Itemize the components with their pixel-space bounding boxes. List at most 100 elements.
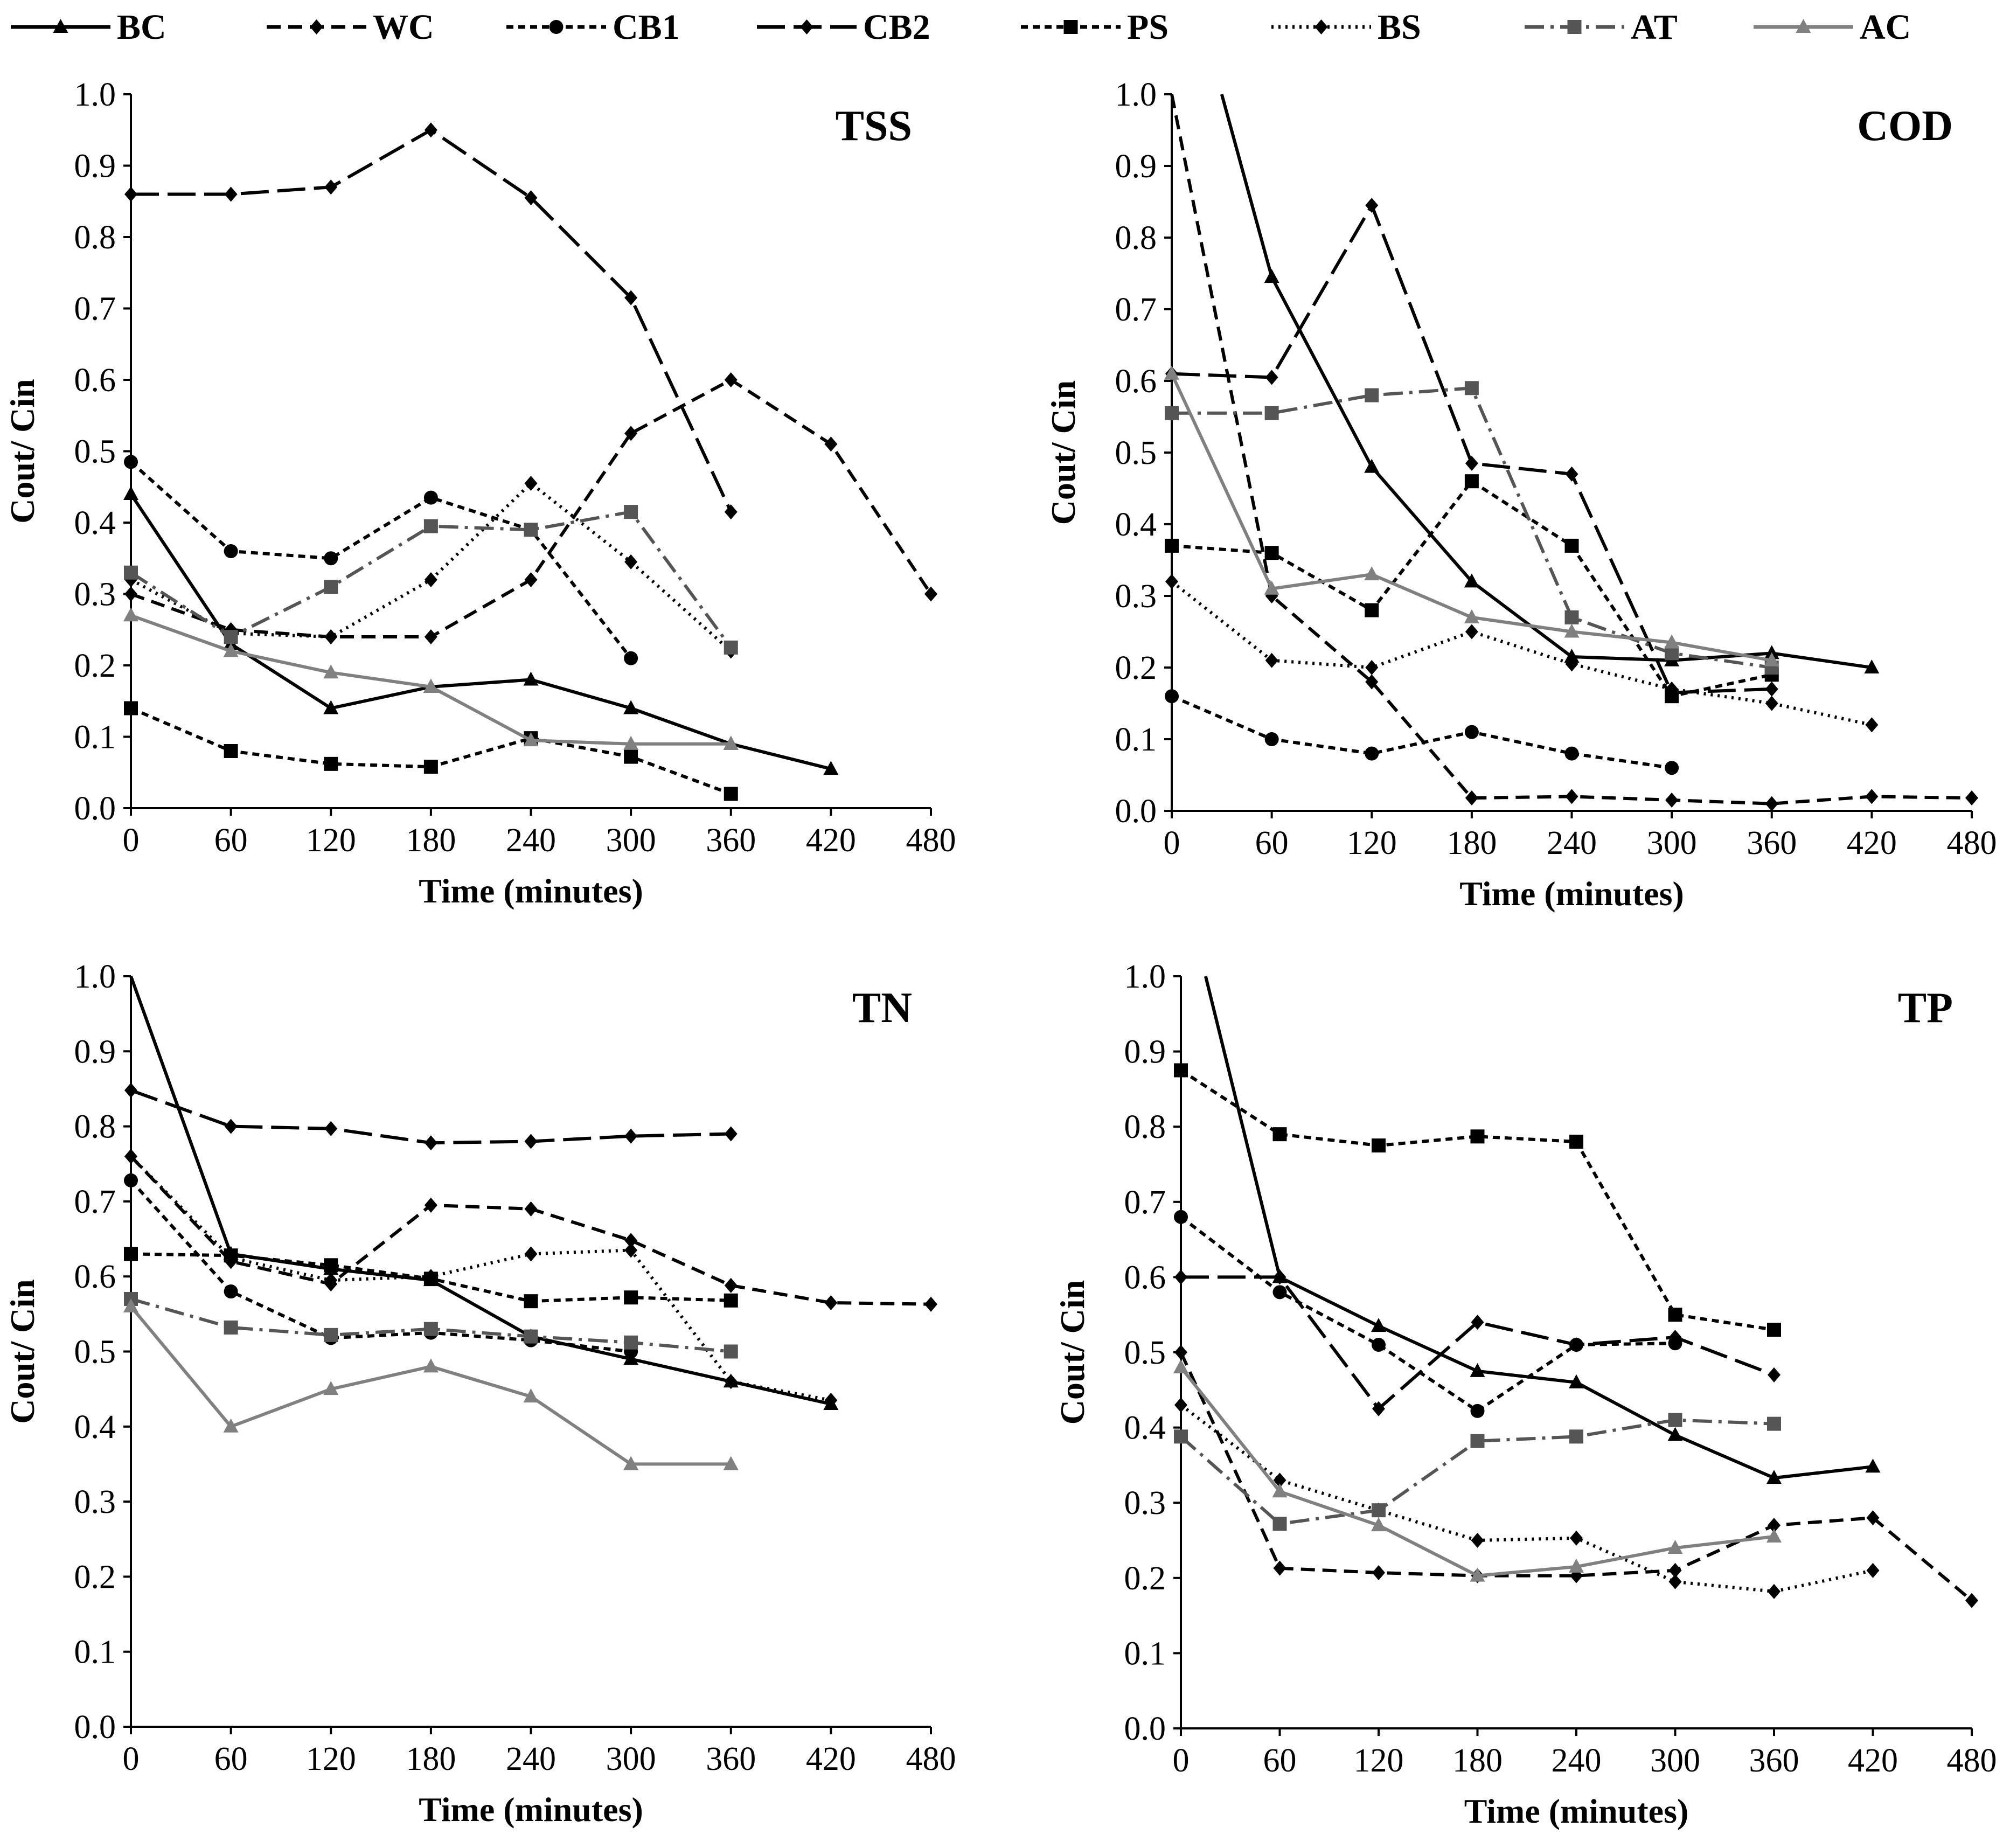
x-tick-label: 120 bbox=[306, 1741, 356, 1777]
plot-area bbox=[1173, 976, 1978, 1608]
legend-marker-wc bbox=[310, 19, 323, 34]
x-axis-label: Time (minutes) bbox=[1459, 874, 1684, 913]
y-tick-label: 0.1 bbox=[1124, 1635, 1166, 1672]
data-point-wc bbox=[424, 1197, 437, 1213]
x-tick-label: 0 bbox=[1173, 1742, 1190, 1779]
data-point-bs bbox=[1365, 660, 1379, 675]
y-tick-label: 0.2 bbox=[74, 1559, 116, 1595]
data-point-ac bbox=[1470, 1567, 1485, 1582]
data-point-ac bbox=[523, 732, 539, 747]
data-point-ac bbox=[1564, 623, 1580, 638]
data-point-wc bbox=[924, 586, 937, 602]
x-tick-label: 240 bbox=[1552, 1742, 1602, 1779]
legend-marker-ac bbox=[1796, 19, 1811, 33]
data-point-wc bbox=[1565, 789, 1578, 804]
data-point-ac bbox=[1272, 1483, 1288, 1498]
data-point-at bbox=[1264, 406, 1279, 420]
series-at bbox=[1174, 1413, 1781, 1531]
legend-label-ps: PS bbox=[1127, 8, 1169, 47]
y-tick-label: 0.4 bbox=[74, 505, 116, 541]
data-point-at bbox=[124, 565, 138, 580]
x-tick-label: 420 bbox=[806, 822, 856, 859]
series-ac bbox=[1173, 1359, 1782, 1582]
data-point-bs bbox=[524, 476, 538, 491]
data-point-bc bbox=[123, 486, 138, 500]
y-tick-label: 0.7 bbox=[74, 291, 116, 328]
data-point-ac bbox=[423, 678, 439, 693]
data-point-cb2 bbox=[624, 290, 638, 305]
data-point-bs bbox=[1665, 681, 1679, 697]
data-point-bc bbox=[823, 761, 839, 775]
x-tick-label: 180 bbox=[1452, 1742, 1503, 1779]
data-point-bs bbox=[1273, 1472, 1286, 1488]
x-tick-label: 60 bbox=[214, 1741, 248, 1777]
data-point-cb2 bbox=[124, 1082, 137, 1098]
data-point-cb2 bbox=[1668, 1330, 1682, 1345]
data-point-cb1 bbox=[224, 544, 238, 558]
x-tick-label: 300 bbox=[606, 822, 656, 859]
x-tick-label: 120 bbox=[306, 822, 356, 859]
x-tick-label: 180 bbox=[1446, 825, 1497, 862]
series-line-wc bbox=[1179, 1351, 1973, 1602]
data-point-at bbox=[1665, 646, 1679, 661]
data-point-wc bbox=[1765, 796, 1778, 811]
y-tick-label: 0.6 bbox=[74, 1259, 116, 1295]
y-tick-label: 0.7 bbox=[1115, 291, 1157, 328]
y-tick-label: 0.9 bbox=[74, 1033, 116, 1070]
y-tick-label: 1.0 bbox=[1115, 77, 1157, 113]
data-point-ac bbox=[623, 735, 639, 750]
legend-item-wc: WC bbox=[267, 8, 434, 47]
data-point-cb2 bbox=[1768, 1367, 1781, 1382]
y-axis-label: Cout/ Cin bbox=[1044, 380, 1082, 525]
legend-marker-cb1 bbox=[549, 20, 564, 34]
data-point-cb1 bbox=[324, 551, 338, 566]
data-point-ps bbox=[1272, 1127, 1287, 1142]
x-tick-label: 360 bbox=[706, 822, 756, 859]
data-point-wc bbox=[1273, 1560, 1286, 1576]
x-tick-label: 240 bbox=[506, 1741, 556, 1777]
x-tick-label: 300 bbox=[1647, 825, 1697, 862]
data-point-at bbox=[324, 1328, 338, 1342]
y-tick-label: 0.8 bbox=[1124, 1109, 1166, 1145]
data-point-ps bbox=[1372, 1138, 1386, 1153]
data-point-cb1 bbox=[1264, 732, 1279, 746]
x-tick-label: 120 bbox=[1347, 825, 1397, 862]
data-point-cb2 bbox=[1471, 1315, 1484, 1330]
data-point-ps bbox=[224, 744, 238, 758]
panels: 0.0 0.1 0.2 0.3 0.4 0.5 0.6 0.7 0.8 0.9 1.0 0 60 120 1… bbox=[3, 77, 1997, 1830]
panel-title-cod: COD bbox=[1857, 102, 1953, 150]
data-point-ac bbox=[1764, 652, 1779, 666]
x-tick-label: 60 bbox=[1255, 825, 1289, 862]
x-axis-label: Time (minutes) bbox=[419, 1790, 643, 1829]
data-point-wc bbox=[1865, 789, 1879, 804]
legend-label-cb2: CB2 bbox=[863, 8, 930, 47]
data-point-bs bbox=[1265, 652, 1278, 668]
data-point-wc bbox=[1365, 674, 1379, 690]
series-line-bc bbox=[129, 975, 832, 1406]
x-tick-label: 420 bbox=[1847, 825, 1897, 862]
data-point-cb2 bbox=[224, 186, 238, 202]
data-point-bc bbox=[1569, 1374, 1584, 1388]
x-tick-label: 480 bbox=[906, 822, 956, 859]
data-point-wc bbox=[924, 1296, 937, 1312]
data-point-at bbox=[324, 580, 338, 594]
series-wc bbox=[1170, 94, 1978, 811]
data-point-bs bbox=[1768, 1583, 1781, 1599]
legend-marker-cb2 bbox=[800, 19, 813, 34]
legend-label-wc: WC bbox=[373, 8, 434, 47]
data-point-bc bbox=[1470, 1363, 1485, 1377]
data-point-ac bbox=[623, 1456, 639, 1470]
legend-marker-bs bbox=[1315, 19, 1328, 34]
data-point-ac bbox=[123, 1298, 138, 1312]
data-point-cb1 bbox=[1365, 746, 1379, 761]
data-point-wc bbox=[1866, 1510, 1880, 1526]
data-point-at bbox=[1464, 381, 1479, 395]
y-tick-label: 0.2 bbox=[74, 648, 116, 684]
y-tick-label: 0.8 bbox=[74, 1109, 116, 1145]
series-ac bbox=[123, 607, 739, 750]
data-point-ps bbox=[1470, 1129, 1485, 1144]
data-point-at bbox=[1668, 1413, 1682, 1427]
data-point-bc bbox=[1764, 645, 1779, 659]
data-point-ac bbox=[1264, 580, 1279, 595]
data-point-cb1 bbox=[1665, 761, 1679, 775]
